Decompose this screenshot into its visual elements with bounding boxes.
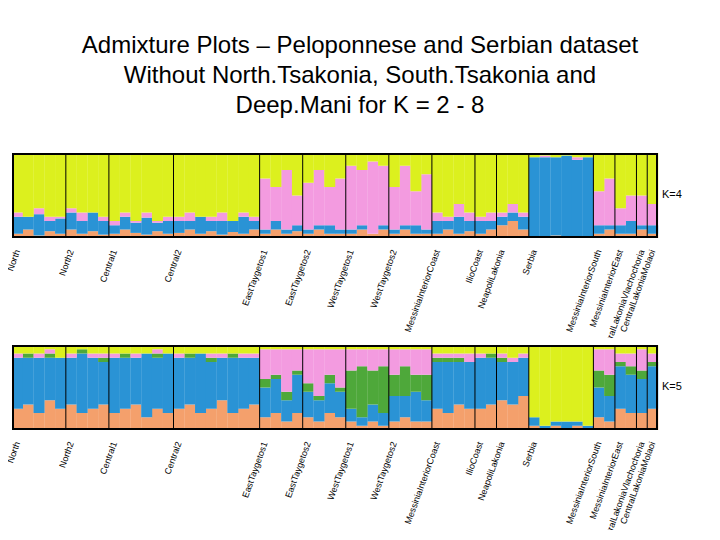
svg-text:MessiniaInteriorSouth: MessiniaInteriorSouth: [564, 248, 604, 334]
svg-text:NeapoliLakonia: NeapoliLakonia: [476, 248, 507, 310]
svg-text:MessiniaInteriorSouth: MessiniaInteriorSouth: [564, 440, 604, 526]
svg-text:MessiniaInteriorEast: MessiniaInteriorEast: [587, 248, 625, 329]
svg-text:EastTaygetos2: EastTaygetos2: [283, 440, 313, 499]
svg-text:North2: North2: [57, 440, 76, 469]
svg-text:Central1: Central1: [98, 440, 119, 475]
svg-text:EastTaygetos1: EastTaygetos1: [240, 248, 270, 307]
svg-text:CentralLakoniaMolaoi: CentralLakoniaMolaoi: [618, 440, 657, 525]
svg-text:EastTaygetos2: EastTaygetos2: [283, 248, 313, 307]
svg-text:CentralLakoniaMolaoi: CentralLakoniaMolaoi: [618, 248, 657, 333]
svg-text:EastTaygetos1: EastTaygetos1: [240, 440, 270, 499]
svg-text:Serbia: Serbia: [521, 248, 539, 276]
html-text:K=5: K=5: [662, 379, 682, 392]
svg-text:North: North: [8, 248, 22, 272]
svg-text:IlioCoast: IlioCoast: [464, 248, 486, 285]
svg-text:WestTaygetos1: WestTaygetos1: [325, 248, 355, 309]
svg-text:Central1: Central1: [98, 248, 119, 283]
svg-text:WestTaygetos2: WestTaygetos2: [369, 248, 399, 309]
svg-text:North: North: [8, 440, 22, 464]
html-text:K=4: K=4: [662, 187, 682, 200]
svg-text:WestTaygetos2: WestTaygetos2: [369, 440, 399, 501]
svg-text:WestTaygetos1: WestTaygetos1: [325, 440, 355, 501]
svg-text:MessiniaInteriorEast: MessiniaInteriorEast: [587, 440, 625, 521]
svg-text:Central2: Central2: [163, 248, 184, 283]
svg-text:MessiniaInteriorCoast: MessiniaInteriorCoast: [403, 440, 442, 526]
svg-text:Serbia: Serbia: [521, 440, 539, 468]
svg-text:North2: North2: [57, 248, 76, 277]
svg-text:Central2: Central2: [163, 440, 184, 475]
svg-text:MessiniaInteriorCoast: MessiniaInteriorCoast: [403, 248, 442, 334]
svg-text:NeapoliLakonia: NeapoliLakonia: [476, 440, 507, 502]
html-text:Admixture Plots – Peloponnese: Admixture Plots – Peloponnese and Serbia…: [81, 31, 639, 118]
svg-text:IlioCoast: IlioCoast: [464, 440, 486, 477]
